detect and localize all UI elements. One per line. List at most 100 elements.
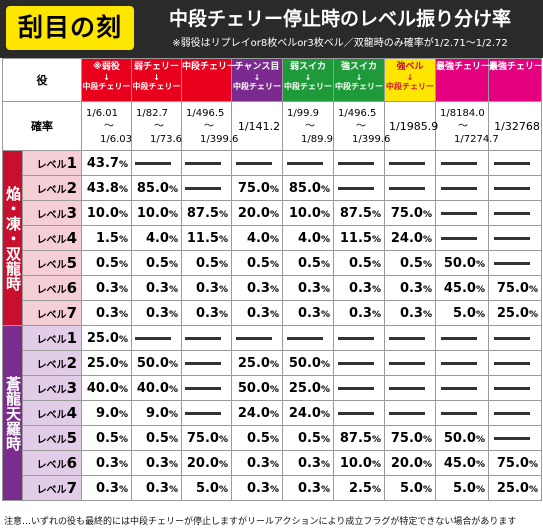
cell-value: 10.0 xyxy=(339,455,372,471)
table-cell: 0.3% xyxy=(131,300,182,326)
role-name: 最強チェリーA xyxy=(436,62,497,72)
role-sub-label: 中段チェリー xyxy=(386,82,434,91)
table-cell: 0.5% xyxy=(333,250,385,276)
level-label: レベル2 xyxy=(22,350,82,376)
table-cell: 0.3% xyxy=(231,300,283,326)
table-row: レベル5 0.5% 0.5% 75.0% 0.5% 0.5% 87.5% 75.0% 50.0% xyxy=(3,425,542,451)
percent-unit: % xyxy=(371,234,381,245)
dash-icon xyxy=(493,386,530,390)
table-cell: 20.0% xyxy=(181,450,232,476)
table-cell: 0.3% xyxy=(181,275,232,301)
percent-unit: % xyxy=(168,284,178,295)
group-label: 焔・凍・双龍時 xyxy=(2,150,23,326)
percent-unit: % xyxy=(118,259,128,270)
probability-range-sep: 〜 xyxy=(305,120,315,132)
dash-icon xyxy=(493,161,530,165)
cell-value: 40.0 xyxy=(86,380,119,396)
percent-unit: % xyxy=(218,484,228,495)
dash-icon xyxy=(185,361,221,365)
dash-icon xyxy=(286,161,323,165)
table-cell xyxy=(333,400,385,426)
level-number: 1 xyxy=(66,154,77,172)
percent-unit: % xyxy=(269,384,279,395)
table-row: レベル2 43.8% 85.0% 75.0% 85.0% xyxy=(3,175,542,201)
probability-row: 確率 1/6.01 〜 1/6.03 1/82.7 〜 1/73.6 1/496.5 〜 1/39… xyxy=(2,101,542,151)
cell-value: 85.0 xyxy=(136,180,169,196)
table-cell: 0.3% xyxy=(282,300,334,326)
table-cell xyxy=(282,150,334,176)
dash-icon xyxy=(185,186,221,190)
table-cell xyxy=(488,350,542,376)
percent-unit: % xyxy=(320,184,330,195)
percent-unit: % xyxy=(118,359,128,370)
table-cell: 10.0% xyxy=(282,200,334,226)
cell-value: 20.0 xyxy=(390,455,423,471)
dash-icon xyxy=(493,361,530,365)
table-cell: 0.3% xyxy=(81,275,132,301)
percent-unit: % xyxy=(371,209,381,220)
cell-value: 0.3 xyxy=(297,280,321,296)
dash-icon xyxy=(135,161,171,165)
cell-value: 25.0 xyxy=(288,380,321,396)
footer-note: 注意…いずれの役も最終的には中段チェリーが停止しますがリールアクションにより成立… xyxy=(4,517,517,527)
table-cell: 0.3% xyxy=(231,450,283,476)
cell-value: 0.3 xyxy=(145,305,169,321)
table-row: レベル6 0.3% 0.3% 20.0% 0.3% 0.3% 10.0% 20.0% 45.0%… xyxy=(3,450,542,476)
percent-unit: % xyxy=(218,459,228,470)
level-label: レベル6 xyxy=(22,450,82,476)
level-prefix: レベル xyxy=(36,360,67,371)
percent-unit: % xyxy=(168,434,178,445)
role-column-header: 強ベル ↓ 中段チェリー xyxy=(384,58,436,102)
dash-icon xyxy=(235,336,272,340)
percent-unit: % xyxy=(118,484,128,495)
cell-value: 0.5 xyxy=(246,255,270,271)
probability-low: 1/82.7 xyxy=(136,107,168,119)
role-name: 弱チェリー xyxy=(133,62,179,72)
cell-value: 87.5 xyxy=(339,430,372,446)
percent-unit: % xyxy=(475,459,485,470)
table-row: レベル6 0.3% 0.3% 0.3% 0.3% 0.3% 0.3% 0.3% 45.0% 75.… xyxy=(3,275,542,301)
table-cell xyxy=(384,150,436,176)
table-cell: 87.5% xyxy=(333,425,385,451)
probability-cell: 1/32768 xyxy=(488,101,542,151)
cell-value: 43.7 xyxy=(86,155,119,171)
percent-unit: % xyxy=(168,184,178,195)
cell-value: 0.3 xyxy=(145,480,169,496)
percent-unit: % xyxy=(320,484,330,495)
percent-unit: % xyxy=(528,484,538,495)
dash-icon xyxy=(337,361,374,365)
dash-icon xyxy=(337,411,374,415)
probability-low: 1/6.01 xyxy=(86,107,118,119)
dash-icon xyxy=(185,161,221,165)
table-cell xyxy=(435,200,489,226)
table-cell: 0.3% xyxy=(181,300,232,326)
dash-icon xyxy=(440,236,477,240)
header-bar: 刮目の刻 中段チェリー停止時のレベル振り分け率 ※弱役はリプレイor8枚ベルor… xyxy=(0,0,543,58)
table-cell: 1.5% xyxy=(81,225,132,251)
table-cell: 0.3% xyxy=(384,275,436,301)
cell-value: 0.3 xyxy=(195,280,219,296)
level-number: 1 xyxy=(66,329,77,347)
role-name: 最強チェリーB xyxy=(489,62,543,72)
probability-cell: 1/6.01 〜 1/6.03 xyxy=(81,101,132,151)
down-arrow-icon: ↓ xyxy=(103,73,110,82)
cell-value: 9.0 xyxy=(145,405,169,421)
percent-unit: % xyxy=(269,234,279,245)
percent-unit: % xyxy=(371,459,381,470)
table-cell: 25.0% xyxy=(231,350,283,376)
cell-value: 75.0 xyxy=(496,280,529,296)
table-cell: 25.0% xyxy=(488,475,542,501)
dash-icon xyxy=(493,211,530,215)
role-column-header: 中段チェリー xyxy=(181,58,236,102)
cell-value: 0.3 xyxy=(399,305,423,321)
percent-unit: % xyxy=(118,384,128,395)
percent-unit: % xyxy=(218,259,228,270)
table-cell: 0.3% xyxy=(81,300,132,326)
probability-cell: 1/8184.0 〜 1/7274.7 xyxy=(435,101,499,151)
level-number: 7 xyxy=(66,304,77,322)
percent-unit: % xyxy=(422,309,432,320)
table-cell: 0.3% xyxy=(81,450,132,476)
header-note: ※弱役はリプレイor8枚ベルor3枚ベル／双龍時のみ確率が1/2.71〜1/2.… xyxy=(172,38,508,49)
percent-unit: % xyxy=(371,259,381,270)
dash-icon xyxy=(388,411,425,415)
